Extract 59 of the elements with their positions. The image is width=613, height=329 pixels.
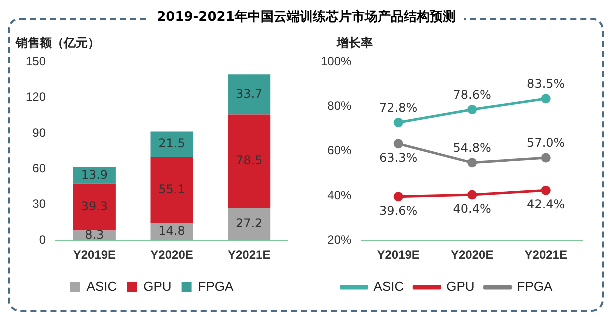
legend-label: ASIC [86, 279, 118, 294]
data-label: 40.4% [453, 202, 492, 216]
y-tick-label: 120 [26, 90, 46, 104]
y-tick-label: 20% [328, 232, 352, 247]
data-label: 63.3% [380, 151, 418, 166]
bar [228, 74, 271, 115]
x-tick-label: Y2020E [150, 248, 194, 262]
data-label: 78.6% [453, 88, 492, 102]
point [468, 190, 478, 200]
data-label: 78.5 [236, 154, 263, 168]
y-axis-title: 增长率 [336, 36, 373, 50]
y-tick-label: 60 [32, 161, 46, 176]
y-axis-title: 销售额（亿元） [15, 36, 100, 50]
y-tick-label: 100% [320, 54, 352, 68]
legend-label: FPGA [198, 279, 234, 294]
legend-label: GPU [446, 279, 475, 294]
x-tick-label: Y2020E [450, 248, 494, 262]
data-label: 8.3 [85, 228, 104, 242]
data-label: 13.9 [81, 168, 108, 182]
y-tick-label: 40% [328, 188, 352, 202]
chart-title: 2019-2021年中国云端训练芯片市场产品结构预测 [149, 10, 464, 25]
y-tick-label: 90 [32, 126, 46, 140]
y-tick-label: 150 [26, 54, 46, 68]
bar [228, 208, 271, 241]
legend-label: GPU [144, 279, 172, 294]
point [394, 192, 404, 202]
data-label: 33.7 [236, 86, 263, 101]
x-tick-label: Y2021E [228, 248, 271, 262]
data-label: 39.6% [380, 204, 418, 218]
legend-label: FPGA [517, 279, 554, 294]
data-label: 72.8% [380, 100, 418, 115]
bar [150, 157, 194, 223]
point [468, 158, 478, 168]
bar [73, 184, 116, 231]
data-label: 42.4% [527, 198, 566, 212]
x-tick-label: Y2019E [377, 248, 420, 262]
legend-label: ASIC [374, 279, 404, 294]
data-label: 55.1 [158, 182, 186, 196]
data-label: 27.2 [236, 216, 263, 231]
point [541, 186, 551, 196]
y-tick-label: 60% [328, 144, 352, 158]
data-label: 14.8 [158, 224, 186, 238]
point [541, 153, 551, 163]
y-tick-label: 30 [32, 197, 46, 212]
data-label: 39.3 [81, 199, 108, 214]
bar [150, 132, 194, 158]
data-label: 57.0% [527, 136, 566, 150]
x-tick-label: Y2019E [73, 248, 116, 262]
bar [228, 114, 271, 208]
point [394, 139, 404, 149]
point [468, 105, 478, 115]
data-label: 54.8% [453, 141, 492, 156]
data-label: 21.5 [158, 136, 186, 151]
data-label: 83.5% [527, 76, 566, 91]
point [394, 118, 404, 128]
x-tick-label: Y2021E [524, 248, 568, 262]
y-tick-label: 80% [328, 98, 352, 113]
point [541, 94, 551, 104]
y-tick-label: 0 [39, 232, 46, 247]
